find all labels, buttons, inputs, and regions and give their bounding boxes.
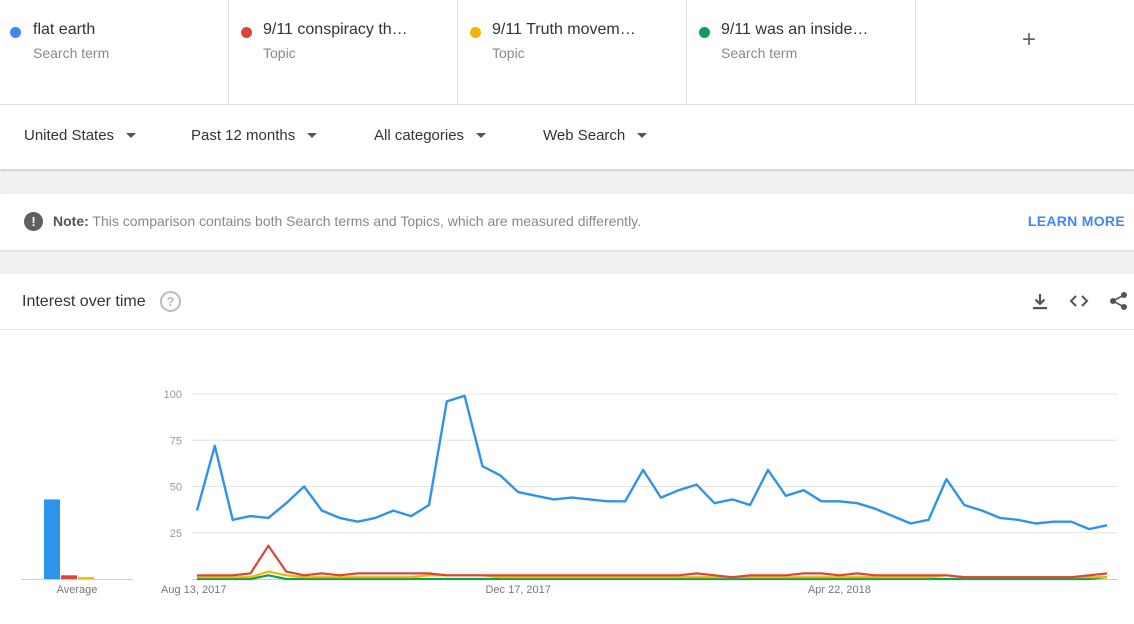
term-name: flat earth	[33, 21, 96, 38]
share-icon[interactable]	[1108, 290, 1130, 312]
term-color-dot	[10, 27, 21, 38]
comparison-terms-bar: flat earth Search term 9/11 conspiracy t…	[0, 0, 1134, 105]
exclamation-icon: !	[24, 212, 43, 231]
series-line-1	[197, 544, 1108, 579]
interest-chart: 25 50 75 100 Aug 13, 2017 Dec 17, 2017 Apr 22,…	[22, 389, 1118, 596]
region-label: United States	[24, 127, 115, 144]
series-line-3	[197, 574, 1108, 581]
interest-over-time-panel: Interest over time ? 25 50 75 100 Aug 13, 20…	[0, 274, 1134, 624]
caret-down-icon	[307, 132, 318, 138]
x-tick-label: Apr 22, 2018	[808, 584, 871, 596]
plus-icon: +	[1022, 26, 1037, 53]
term-card-1[interactable]: 9/11 conspiracy th… Topic	[229, 0, 458, 104]
term-color-dot	[470, 27, 481, 38]
term-type: Search term	[33, 45, 110, 61]
term-card-2[interactable]: 9/11 Truth movem… Topic	[458, 0, 687, 104]
comparison-note: ! Note: This comparison contains both Se…	[0, 194, 1134, 250]
series-line-0	[195, 394, 1108, 531]
term-name: 9/11 conspiracy th…	[263, 21, 408, 38]
add-comparison-button[interactable]: +	[916, 0, 1134, 104]
term-name: 9/11 was an inside…	[721, 21, 869, 38]
help-circle-icon[interactable]: ?	[160, 291, 181, 312]
y-tick-label: 50	[170, 482, 182, 494]
term-color-dot	[241, 27, 252, 38]
time-range-dropdown[interactable]: Past 12 months	[191, 127, 318, 144]
average-bar-1	[61, 575, 77, 579]
note-text: Note: This comparison contains both Sear…	[53, 213, 641, 229]
embed-code-icon[interactable]	[1068, 290, 1090, 312]
caret-down-icon	[126, 132, 137, 138]
search-type-dropdown[interactable]: Web Search	[543, 127, 648, 144]
download-icon[interactable]	[1029, 290, 1051, 312]
average-bar-0	[44, 499, 60, 579]
category-dropdown[interactable]: All categories	[374, 127, 487, 144]
learn-more-link[interactable]: LEARN MORE	[1027, 213, 1125, 229]
term-card-3[interactable]: 9/11 was an inside… Search term	[687, 0, 916, 104]
y-tick-label: 75	[170, 435, 182, 447]
term-type: Topic	[263, 45, 296, 61]
average-label: Average	[57, 584, 98, 596]
y-tick-label: 100	[164, 389, 182, 401]
panel-header: Interest over time ?	[0, 274, 1134, 330]
region-dropdown[interactable]: United States	[24, 127, 137, 144]
term-color-dot	[699, 27, 710, 38]
term-type: Topic	[492, 45, 525, 61]
y-tick-label: 25	[170, 528, 182, 540]
caret-down-icon	[637, 132, 648, 138]
note-label: Note:	[53, 213, 89, 229]
panel-title: Interest over time	[22, 293, 146, 310]
average-bar-2	[78, 577, 94, 579]
x-tick-label: Aug 13, 2017	[161, 584, 226, 596]
x-tick-label: Dec 17, 2017	[485, 584, 550, 596]
search-type-label: Web Search	[543, 127, 626, 144]
term-type: Search term	[721, 45, 798, 61]
term-card-0[interactable]: flat earth Search term	[0, 0, 229, 104]
time-range-label: Past 12 months	[191, 127, 296, 144]
term-name: 9/11 Truth movem…	[492, 21, 636, 38]
caret-down-icon	[476, 132, 487, 138]
filter-bar: United States Past 12 months All categor…	[0, 105, 1134, 169]
note-message: This comparison contains both Search ter…	[92, 213, 642, 229]
category-label: All categories	[374, 127, 465, 144]
